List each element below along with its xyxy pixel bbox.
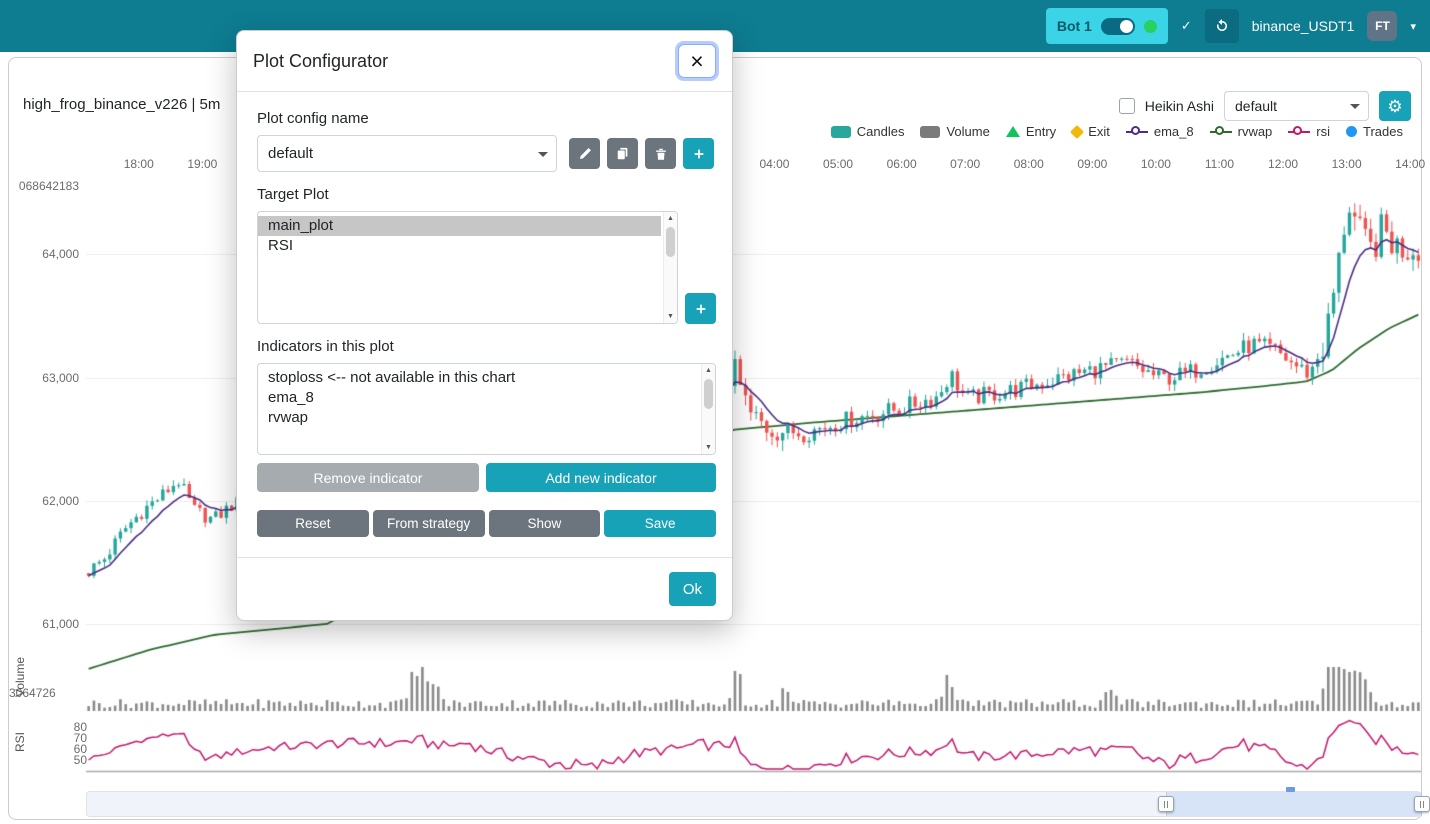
rename-config-button[interactable]: [569, 138, 600, 169]
indicators-listbox[interactable]: stoploss <-- not available in this chart…: [257, 363, 716, 455]
save-button[interactable]: Save: [604, 510, 716, 537]
legend-item-rsi[interactable]: rsi: [1288, 124, 1330, 139]
legend-label: Trades: [1363, 124, 1403, 139]
bot-check-icon: ✓: [1180, 18, 1192, 33]
rvwap-swatch-icon: [1209, 125, 1232, 138]
config-name-label: Plot config name: [257, 110, 369, 127]
exchange-label: binance_USDT1: [1251, 18, 1355, 34]
Entry-swatch-icon: [1005, 126, 1020, 137]
refresh-icon: [1216, 19, 1227, 31]
heikin-ashi-checkbox[interactable]: [1118, 98, 1135, 114]
datazoom-slider[interactable]: [86, 787, 1430, 817]
volume-axis-caption: Volume: [13, 656, 27, 698]
target-plot-label: Target Plot: [257, 186, 329, 203]
plot-config-select[interactable]: default: [1224, 91, 1369, 121]
scrollbar-thumb[interactable]: [666, 227, 675, 257]
legend-item-Candles[interactable]: Candles: [830, 124, 905, 139]
add-plot-button[interactable]: [685, 293, 716, 324]
bot-online-dot: [1143, 19, 1157, 33]
close-button[interactable]: ×: [678, 44, 716, 78]
scroll-down-icon[interactable]: ▼: [667, 313, 674, 320]
legend-label: rsi: [1316, 124, 1331, 139]
trash-icon: [655, 148, 666, 160]
indicators-label: Indicators in this plot: [257, 338, 394, 355]
refresh-button[interactable]: [1204, 9, 1239, 43]
list-item[interactable]: stoploss <-- not available in this chart: [268, 369, 516, 386]
plot-settings-button[interactable]: ⚙: [1379, 91, 1411, 121]
list-item[interactable]: RSI: [268, 237, 294, 254]
plot-configurator-modal: Plot Configurator × Plot config name def…: [236, 30, 733, 621]
legend-label: rvwap: [1237, 124, 1273, 139]
legend-item-Entry[interactable]: Entry: [1005, 124, 1057, 139]
scrollbar[interactable]: ▲ ▼: [701, 364, 715, 454]
datazoom-right-handle[interactable]: [1413, 796, 1430, 812]
remove-indicator-button[interactable]: Remove indicator: [257, 463, 479, 492]
scrollbar-thumb[interactable]: [704, 379, 713, 409]
scroll-up-icon[interactable]: ▲: [705, 367, 712, 374]
scroll-up-icon[interactable]: ▲: [667, 215, 674, 222]
legend-item-Volume[interactable]: Volume: [920, 124, 990, 139]
add-new-indicator-button[interactable]: Add new indicator: [486, 463, 716, 492]
heikin-ashi-label: Heikin Ashi: [1144, 98, 1214, 114]
gear-icon: ⚙: [1387, 96, 1403, 116]
chart-legend: Candles Volume Entry Exit ema_8 rvwap rsi Trade…: [830, 124, 1403, 139]
bot-selector[interactable]: Bot 1: [1045, 8, 1168, 44]
show-button[interactable]: Show: [488, 510, 601, 537]
chart-title: high_frog_binance_v226 | 5m: [23, 96, 221, 113]
close-icon: ×: [690, 47, 704, 74]
legend-label: ema_8: [1153, 124, 1194, 139]
Volume-swatch-icon: [920, 125, 941, 138]
datazoom-selected-range[interactable]: [1165, 792, 1422, 816]
copy-icon: [617, 147, 627, 159]
legend-label: Exit: [1088, 124, 1110, 139]
Exit-swatch-icon: [1070, 124, 1085, 139]
duplicate-config-button[interactable]: [607, 138, 638, 169]
legend-item-ema_8[interactable]: ema_8: [1125, 124, 1194, 139]
Trades-swatch-icon: [1346, 126, 1358, 137]
pencil-icon: [579, 147, 591, 159]
legend-label: Volume: [946, 124, 990, 139]
list-item[interactable]: rvwap: [268, 409, 309, 426]
legend-label: Entry: [1025, 124, 1057, 139]
Candles-swatch-icon: [830, 125, 851, 138]
rsi-axis-caption: RSI: [13, 732, 27, 753]
modal-title: Plot Configurator: [253, 50, 389, 71]
avatar-caret-icon[interactable]: ▾: [1410, 20, 1416, 33]
config-name-select[interactable]: default: [257, 135, 557, 172]
from-strategy-button[interactable]: From strategy: [372, 510, 485, 537]
legend-label: Candles: [856, 124, 905, 139]
plus-icon: [696, 304, 705, 313]
datazoom-left-handle[interactable]: [1157, 796, 1174, 812]
add-config-button[interactable]: [683, 138, 714, 169]
delete-config-button[interactable]: [645, 138, 676, 169]
legend-item-Exit[interactable]: Exit: [1070, 124, 1110, 139]
datazoom-tick: [1285, 787, 1295, 792]
legend-item-rvwap[interactable]: rvwap: [1209, 124, 1273, 139]
ok-button[interactable]: Ok: [668, 572, 716, 606]
list-item[interactable]: ema_8: [268, 389, 314, 406]
target-plot-listbox[interactable]: main_plot RSI ▲ ▼: [257, 211, 678, 324]
bot-toggle[interactable]: [1100, 17, 1135, 35]
scroll-down-icon[interactable]: ▼: [705, 444, 712, 451]
bot-name-label: Bot 1: [1056, 18, 1092, 34]
rsi-swatch-icon: [1288, 125, 1311, 138]
plus-icon: [694, 149, 703, 158]
user-avatar[interactable]: FT: [1367, 11, 1398, 41]
legend-item-Trades[interactable]: Trades: [1346, 124, 1403, 139]
ema_8-swatch-icon: [1125, 125, 1148, 138]
list-item[interactable]: main_plot: [258, 216, 661, 236]
reset-button[interactable]: Reset: [257, 510, 369, 537]
